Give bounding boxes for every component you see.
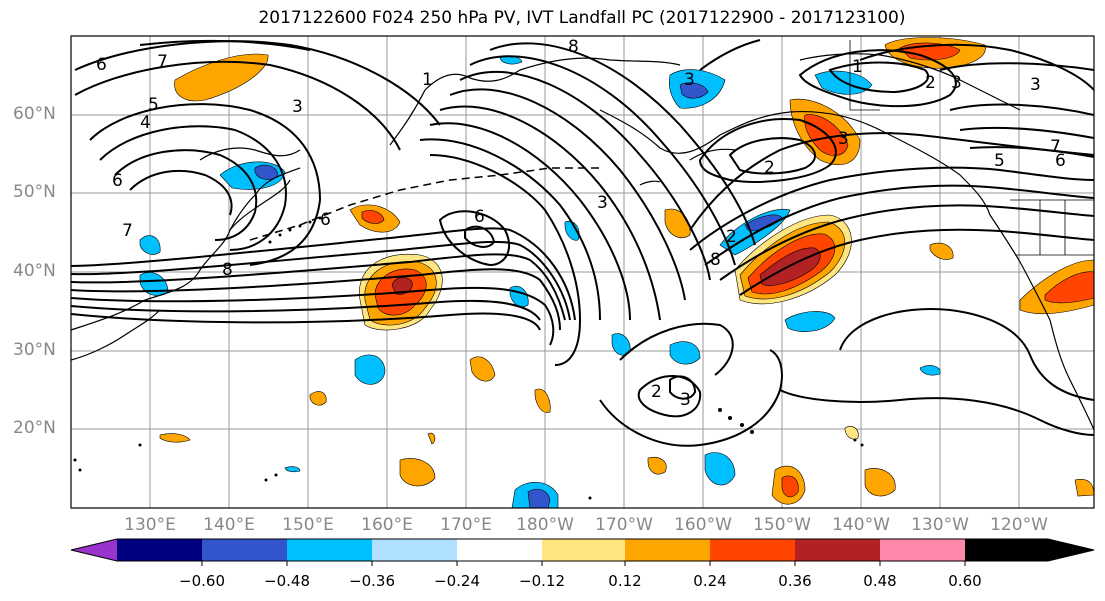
lat-label: 30°N <box>13 340 56 360</box>
lat-label: 20°N <box>13 418 56 438</box>
lon-label: 130°W <box>911 515 969 535</box>
contour-label: 3 <box>838 129 849 149</box>
contour-label: 8 <box>222 260 233 280</box>
lon-label: 130°E <box>124 515 176 535</box>
contour-label-group: 6 7 5 4 3 6 7 8 1 6 6 3 8 3 2 3 8 1 2 3 … <box>96 37 1066 410</box>
contour-label: 2 <box>764 158 775 178</box>
contour-label: 1 <box>852 57 863 77</box>
lon-label: 170°E <box>440 515 492 535</box>
contour-label: 1 <box>422 70 433 90</box>
colorbar-tick-label: −0.60 <box>179 572 225 590</box>
contour-label: 7 <box>157 52 168 72</box>
contour-label: 7 <box>1050 137 1061 157</box>
colorbar-tick-label: 0.36 <box>778 572 812 590</box>
colorbar-tick-label: 0.48 <box>863 572 897 590</box>
contour-label: 6 <box>1055 151 1066 171</box>
lon-label: 140°W <box>832 515 890 535</box>
contour-label: 3 <box>684 70 695 90</box>
contour-label: 8 <box>568 37 579 57</box>
colorbar-tick-label: −0.12 <box>519 572 565 590</box>
lat-label: 40°N <box>13 261 56 281</box>
map-title: 2017122600 F024 250 hPa PV, IVT Landfall… <box>258 8 906 28</box>
lon-label: 140°E <box>203 515 255 535</box>
contour-label: 2 <box>726 227 737 247</box>
contour-label: 4 <box>140 113 151 133</box>
lon-label: 170°W <box>595 515 653 535</box>
contour-label: 3 <box>951 73 962 93</box>
lon-label: 150°W <box>753 515 811 535</box>
contour-label: 3 <box>597 193 608 213</box>
colorbar-tick-label: −0.36 <box>349 572 395 590</box>
lon-label: 150°E <box>282 515 334 535</box>
contour-label: 6 <box>320 210 331 230</box>
borders <box>849 40 1094 256</box>
pv-contours <box>71 39 1094 447</box>
colorbar-tick-label: 0.60 <box>948 572 982 590</box>
contour-label: 6 <box>96 55 107 75</box>
contour-label: 6 <box>112 171 123 191</box>
contour-label: 6 <box>474 207 485 227</box>
colorbar-tick-label: 0.12 <box>608 572 642 590</box>
contour-label: 5 <box>994 151 1005 171</box>
contour-label: 3 <box>1030 75 1041 95</box>
colorbar-tick-label: −0.48 <box>264 572 310 590</box>
contour-label: 7 <box>122 221 133 241</box>
lat-label: 60°N <box>13 104 56 124</box>
contour-label: 5 <box>148 95 159 115</box>
map-area <box>71 36 1094 508</box>
map-frame <box>70 35 1095 509</box>
lat-label: 50°N <box>13 182 56 202</box>
contour-label: 2 <box>925 73 936 93</box>
islands <box>73 216 864 500</box>
contour-label: 3 <box>292 97 303 117</box>
lon-label: 160°W <box>674 515 732 535</box>
contour-label: 3 <box>680 390 691 410</box>
lon-label: 180°W <box>516 515 574 535</box>
colorbar-tick-label: −0.24 <box>434 572 480 590</box>
lon-label: 160°E <box>361 515 413 535</box>
track-line <box>249 167 600 241</box>
contour-label: 2 <box>651 382 662 402</box>
contour-label: 8 <box>710 250 721 270</box>
colorbar-tick-label: 0.24 <box>693 572 727 590</box>
lon-label: 120°W <box>990 515 1048 535</box>
